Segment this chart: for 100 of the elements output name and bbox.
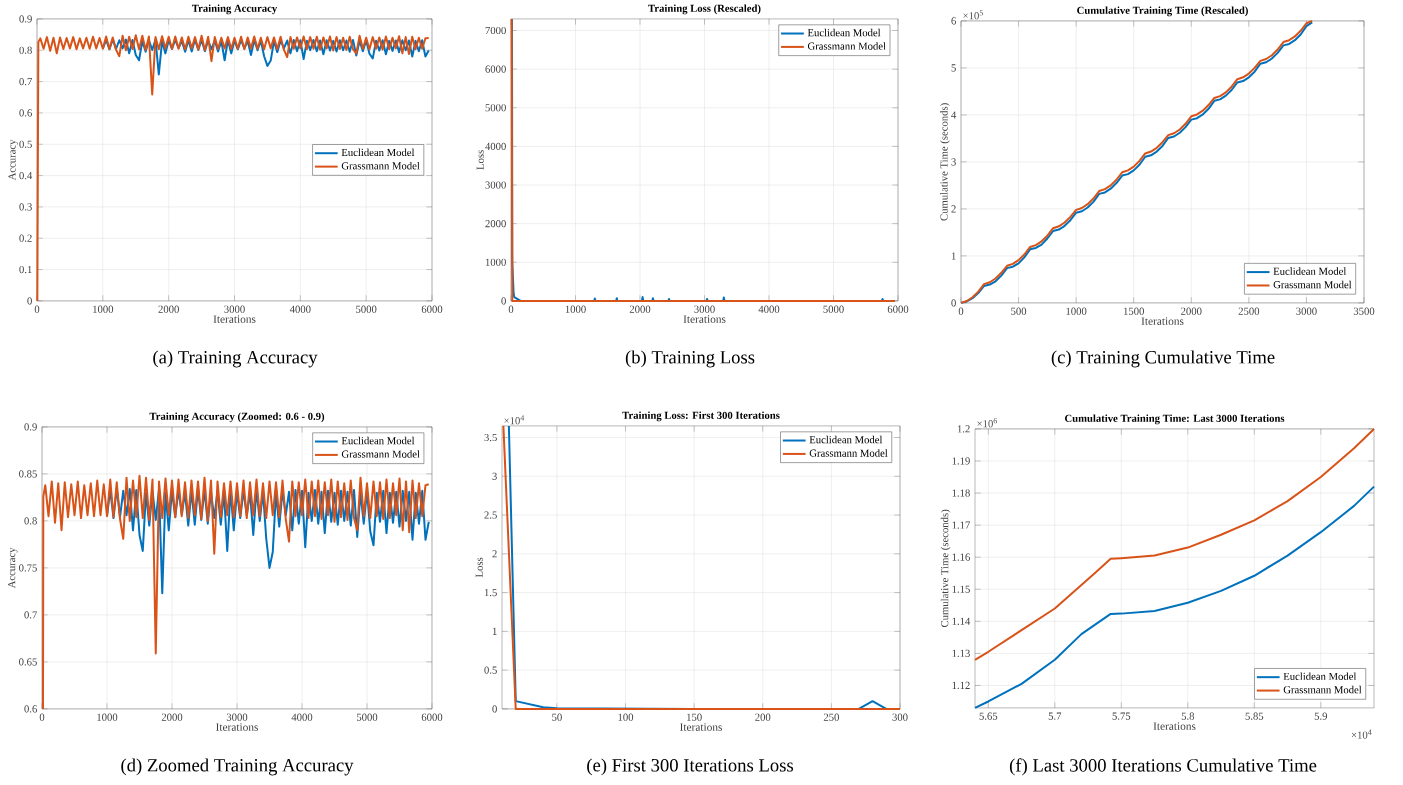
legend-label: Grassmann Model	[809, 449, 888, 457]
x-tick-label: 5.8	[1181, 712, 1195, 720]
x-tick-label: 5.75	[1112, 712, 1131, 720]
x-tick-label: 200	[755, 713, 771, 721]
y-tick-label: 1	[492, 627, 497, 635]
text: (a) Training Accuracy	[153, 350, 318, 368]
x-tick-label: 2000	[161, 713, 183, 721]
y-tick-label: 1.13	[952, 649, 970, 658]
x-tick-label: 5000	[356, 305, 377, 313]
y-tick-label: 0.7	[24, 611, 37, 619]
y-tick-label: 1.16	[952, 553, 970, 561]
y-tick-label: 3	[492, 472, 497, 480]
y-tick-label: 0.75	[19, 564, 37, 572]
y-tick-label: 0.5	[484, 666, 497, 674]
y-tick-label: 6	[951, 17, 956, 25]
y-tick-label: 3.5	[484, 433, 497, 442]
y-tick-label: 6000	[485, 65, 506, 73]
y-tick-label: 1.19	[952, 457, 970, 465]
x-tick-label: 50	[552, 713, 562, 721]
x-tick-label: 2000	[1181, 307, 1202, 315]
x-axis-title: Iterations	[683, 315, 726, 323]
x-axis-title: Iterations	[1153, 722, 1196, 730]
line-series	[101, 38, 430, 76]
y-tick-label: 1.15	[952, 585, 970, 593]
text: ×10$^{6}$	[977, 418, 998, 428]
legend-label: Grassmann Model	[807, 42, 886, 50]
x-tick-label: 4000	[291, 713, 313, 721]
text: (c) Training Cumulative Time	[1051, 350, 1275, 368]
y-tick-label: 0	[27, 297, 32, 305]
x-tick-label: 4000	[758, 305, 780, 313]
y-tick-label: 2	[951, 205, 956, 213]
y-tick-label: 0.4	[19, 172, 33, 180]
y-tick-label: 4	[951, 111, 957, 119]
x-tick-label: 3000	[226, 713, 248, 721]
y-tick-label: 0.9	[24, 423, 37, 431]
x-tick-label: 5000	[823, 305, 844, 313]
text: ×10$^{4}$	[1351, 729, 1372, 739]
y-tick-label: 2.5	[484, 511, 497, 519]
x-tick-label: 5.7	[1048, 712, 1062, 720]
y-tick-label: 0	[492, 705, 497, 713]
x-tick-label: 0	[508, 305, 514, 313]
y-tick-label: 1.2	[957, 425, 970, 433]
y-axis-title: Cumulative Time (seconds)	[940, 509, 951, 628]
text: (f) Last 3000 Iterations Cumulative Time	[1009, 758, 1317, 776]
legend-label: Grassmann Model	[341, 450, 420, 458]
x-tick-label: 1000	[1066, 307, 1087, 315]
y-tick-label: 1	[951, 252, 956, 260]
x-tick-label: 3000	[1296, 307, 1317, 315]
legend-label: Grassmann Model	[341, 161, 420, 170]
y-axis-title: Cumulative Time (seconds)	[940, 103, 950, 221]
text: ×10$^{4}$	[504, 415, 525, 425]
legend-label: Euclidean Model	[809, 435, 883, 444]
y-tick-label: 2000	[485, 220, 506, 228]
chart-title: Cumulative Training Time (Rescaled)	[1077, 6, 1248, 17]
x-tick-label: 100	[618, 713, 634, 721]
legend-label: Grassmann Model	[1283, 685, 1362, 694]
x-axis-title: Iterations	[213, 315, 256, 323]
y-tick-label: 0.7	[19, 78, 32, 86]
y-tick-label: 0.1	[19, 266, 32, 274]
x-tick-label: 5.9	[1314, 712, 1328, 720]
y-tick-label: 0	[501, 297, 506, 305]
y-axis-title: Accuracy	[8, 139, 18, 181]
y-tick-label: 0.2	[19, 234, 32, 242]
y-tick-label: 1.5	[484, 589, 497, 597]
x-tick-label: 250	[823, 713, 839, 721]
legend-label: Euclidean Model	[341, 436, 415, 445]
x-tick-label: 3000	[694, 305, 715, 313]
legend-label: Euclidean Model	[1283, 672, 1357, 681]
y-tick-label: 1.18	[952, 489, 970, 497]
y-axis-title: Loss	[475, 557, 483, 578]
y-tick-label: 1.14	[952, 617, 971, 625]
x-tick-label: 300	[892, 713, 908, 721]
y-tick-label: 0.65	[19, 658, 37, 666]
y-tick-label: 0.8	[24, 517, 37, 525]
x-tick-label: 0	[39, 713, 45, 721]
y-tick-label: 0.6	[19, 109, 32, 117]
line-series	[36, 34, 430, 302]
y-tick-label: 0.3	[19, 203, 32, 211]
y-tick-label: 2	[492, 550, 497, 558]
x-tick-label: 3500	[1353, 307, 1375, 315]
text: (e) First 300 Iterations Loss	[587, 758, 794, 776]
y-axis-title: Accuracy	[8, 547, 18, 589]
chart-title: Training Loss: First 300 Iterations	[622, 411, 780, 422]
y-tick-label: 3000	[485, 181, 506, 189]
y-tick-label: 0.9	[19, 15, 32, 23]
chart-title: Training Loss (Rescaled)	[648, 4, 761, 15]
x-axis-title: Iterations	[1141, 317, 1184, 325]
text: ×10$^{5}$	[963, 10, 983, 20]
y-tick-label: 5	[951, 64, 956, 72]
x-tick-label: 6000	[421, 713, 443, 721]
x-tick-label: 3000	[224, 305, 245, 313]
legend-label: Euclidean Model	[807, 28, 881, 37]
line-series	[974, 485, 1376, 709]
legend-label: Grassmann Model	[1273, 280, 1352, 289]
x-tick-label: 6000	[421, 305, 443, 313]
x-tick-label: 2000	[158, 305, 179, 313]
line-series	[106, 487, 430, 595]
x-tick-label: 5.85	[1245, 712, 1264, 720]
y-axis-title: Loss	[476, 150, 484, 170]
x-axis-title: Iterations	[216, 723, 258, 731]
